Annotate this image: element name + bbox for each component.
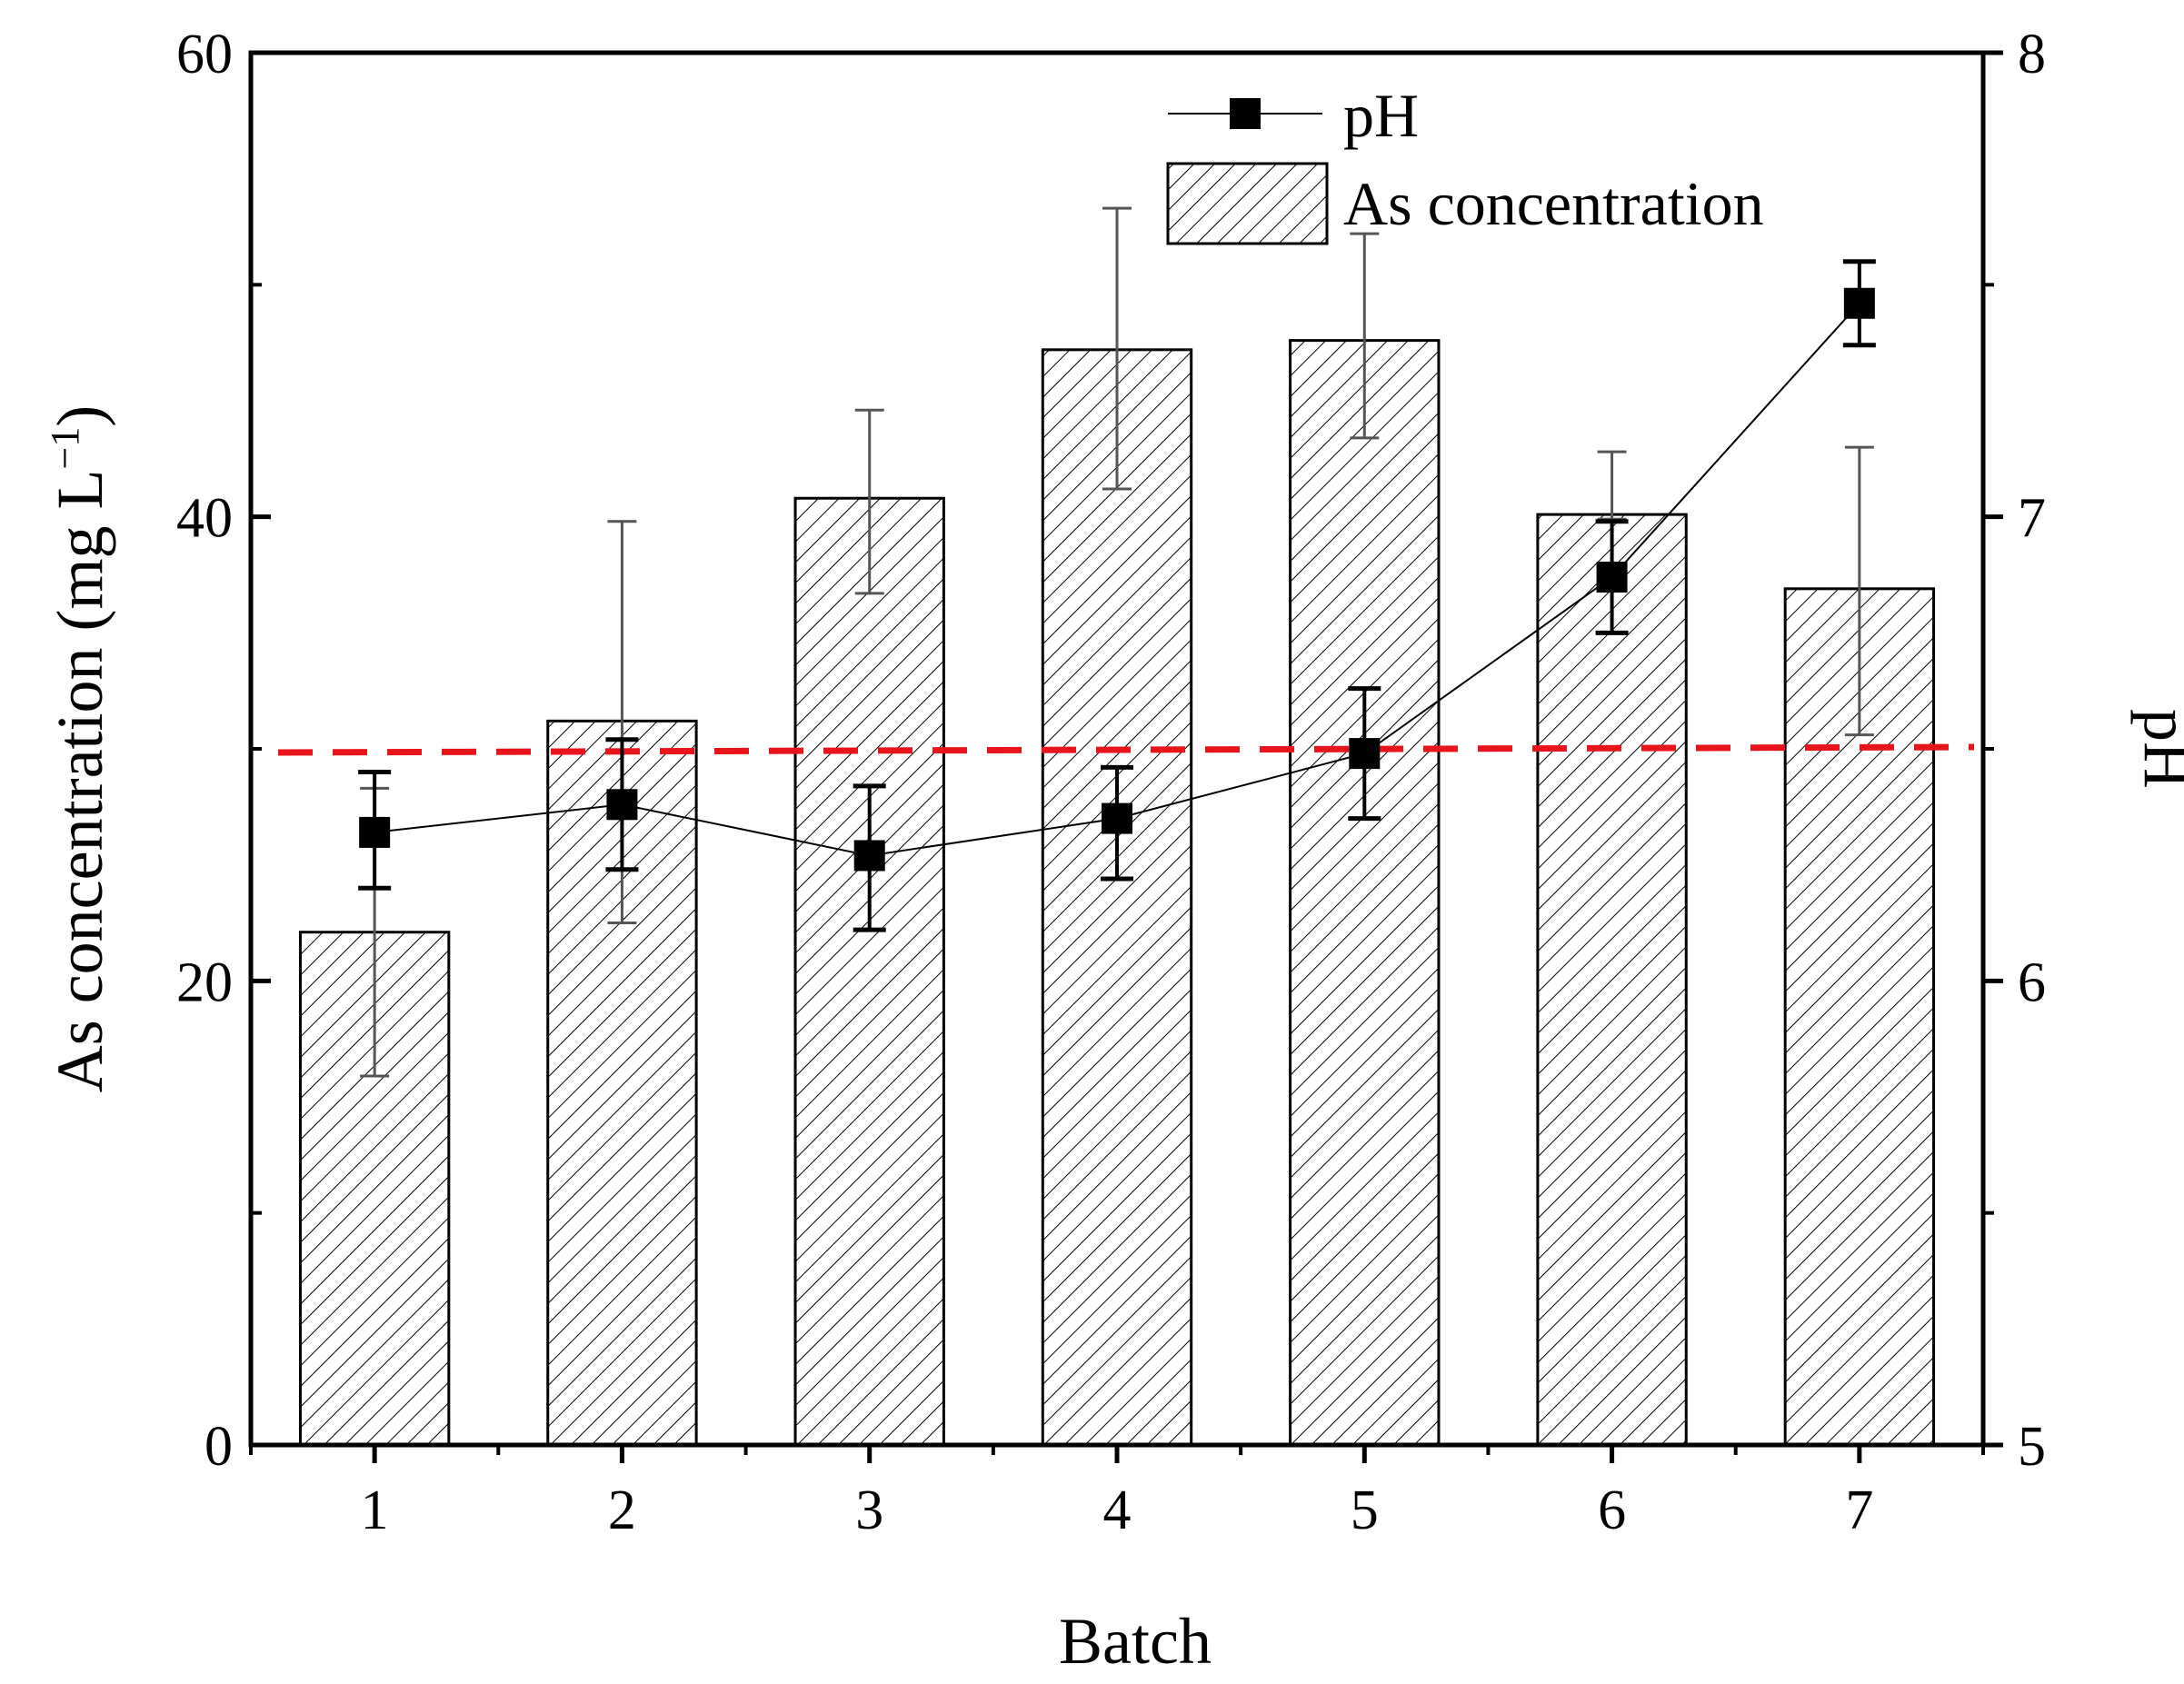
y2-tick-label-8: 8 bbox=[2018, 24, 2046, 85]
y-tick-label-0: 0 bbox=[204, 1416, 233, 1478]
bar-as-batch-6 bbox=[1536, 513, 1688, 1447]
ph-marker-4 bbox=[1102, 802, 1132, 834]
x-axis-title: Batch bbox=[1059, 1605, 1212, 1678]
ph-series-layer bbox=[358, 259, 1876, 932]
x-tick-label-5: 5 bbox=[1351, 1480, 1379, 1541]
ph-marker-3 bbox=[853, 840, 885, 872]
x-tick-label-4: 4 bbox=[1103, 1480, 1132, 1541]
y-tick-label-60: 60 bbox=[176, 24, 233, 85]
legend-as-label: As concentration bbox=[1343, 169, 1764, 238]
y2-tick-label-7: 7 bbox=[2018, 488, 2046, 550]
y2-tick-label-6: 6 bbox=[2018, 952, 2046, 1013]
ph-marker-1 bbox=[359, 816, 391, 848]
y-tick-label-40: 40 bbox=[176, 488, 233, 550]
y-axis-title-text: As concentration (mg L bbox=[44, 470, 116, 1093]
y-axis-title-superscript: −1 bbox=[43, 427, 87, 470]
y2-axis-title: pH bbox=[2130, 709, 2184, 789]
y-axis-title: As concentration (mg L−1) bbox=[43, 405, 116, 1093]
reference-line bbox=[277, 743, 1975, 756]
ph-marker-2 bbox=[606, 789, 638, 821]
axes-layer: 0 20 40 60 5 6 7 8 1 2 3 4 5 6 7 bbox=[176, 24, 2046, 1541]
bar-as-batch-3 bbox=[793, 496, 945, 1447]
legend-ph-label: pH bbox=[1343, 81, 1419, 150]
legend-ph-marker bbox=[1230, 98, 1261, 129]
y2-tick-label-5: 5 bbox=[2018, 1416, 2046, 1478]
x-tick-label-1: 1 bbox=[361, 1480, 389, 1541]
x-tick-label-2: 2 bbox=[608, 1480, 636, 1541]
ph-marker-7 bbox=[1843, 287, 1875, 319]
x-tick-label-6: 6 bbox=[1598, 1480, 1626, 1541]
legend: pH As concentration bbox=[1166, 81, 1764, 245]
bars-layer bbox=[298, 339, 1936, 1447]
ph-marker-6 bbox=[1596, 562, 1628, 593]
bar-as-batch-5 bbox=[1289, 339, 1441, 1447]
legend-as-swatch bbox=[1166, 162, 1329, 245]
y-tick-label-20: 20 bbox=[176, 952, 233, 1013]
y-axis-title-close: ) bbox=[44, 405, 116, 427]
x-tick-label-3: 3 bbox=[855, 1480, 883, 1541]
x-tick-label-7: 7 bbox=[1845, 1480, 1873, 1541]
reference-line-layer bbox=[277, 743, 1975, 756]
bar-as-batch-4 bbox=[1041, 348, 1193, 1447]
ph-marker-5 bbox=[1349, 738, 1381, 770]
